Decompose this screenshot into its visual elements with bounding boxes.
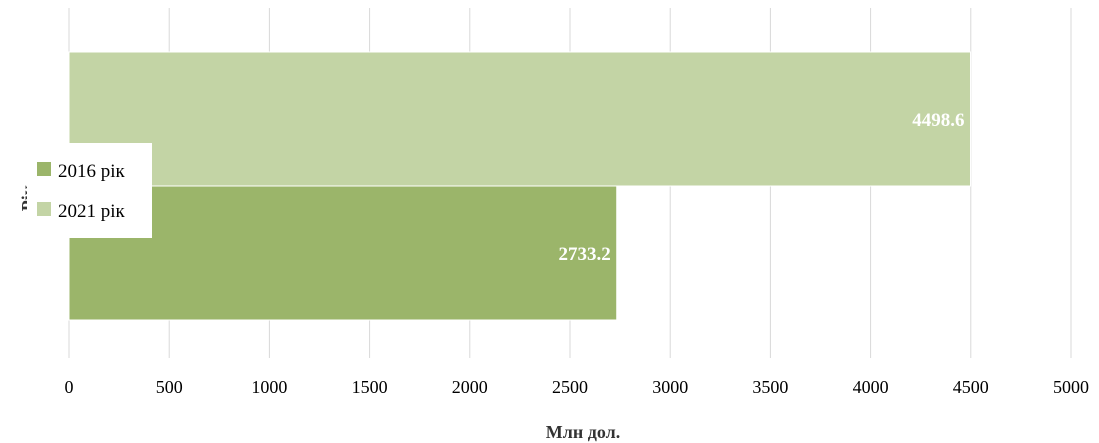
x-tick-label: 2000 xyxy=(452,377,488,397)
legend-label-2016: 2016 рік xyxy=(58,161,126,182)
x-tick-label: 3000 xyxy=(652,377,688,397)
legend-box xyxy=(27,143,152,238)
x-tick-label: 500 xyxy=(156,377,183,397)
x-tick-label: 4500 xyxy=(953,377,989,397)
x-tick-label: 1000 xyxy=(251,377,287,397)
x-tick-label: 0 xyxy=(65,377,74,397)
x-tick-label: 4000 xyxy=(853,377,889,397)
legend: 2016 рік 2021 рік xyxy=(27,143,152,238)
x-axis-title: Млн дол. xyxy=(546,422,620,442)
x-tick-label: 3500 xyxy=(752,377,788,397)
bar-2021 xyxy=(68,51,972,187)
legend-swatch-2021 xyxy=(37,202,51,216)
x-tick-label: 2500 xyxy=(552,377,588,397)
legend-swatch-2016 xyxy=(37,162,51,176)
x-tick-label: 1500 xyxy=(352,377,388,397)
x-tick-label: 5000 xyxy=(1053,377,1089,397)
data-label-2016: 2733.2 xyxy=(558,244,610,265)
legend-label-2021: 2021 рік xyxy=(58,201,126,222)
data-labels: 2733.2 4498.6 xyxy=(558,110,964,265)
bar-2016 xyxy=(68,185,618,321)
x-tick-labels: 0 500 1000 1500 2000 2500 3000 3500 4000 4500 5000 xyxy=(65,377,1090,397)
bars xyxy=(68,51,972,321)
data-label-2021: 4498.6 xyxy=(912,110,964,131)
